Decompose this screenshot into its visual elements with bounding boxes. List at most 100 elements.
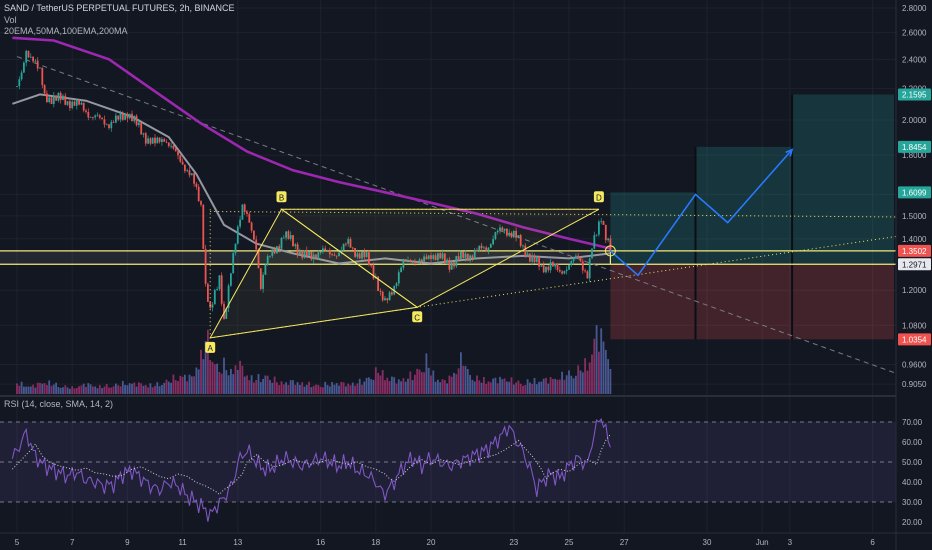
price-tick-label: 2.0000	[902, 116, 927, 125]
volume-bar	[529, 382, 531, 394]
candle-body	[489, 244, 492, 248]
volume-bar	[423, 372, 425, 394]
candle-body	[575, 255, 577, 259]
candle-body	[494, 232, 497, 240]
candle-body	[607, 238, 609, 241]
candle-body	[46, 93, 48, 103]
volume-bar	[517, 380, 520, 394]
candle-body	[450, 262, 453, 270]
volume-bar	[163, 382, 166, 394]
candle-body	[170, 145, 172, 147]
candle-body	[529, 253, 531, 262]
volume-bar	[420, 372, 423, 394]
volume-bar	[197, 369, 200, 394]
candle-body	[264, 264, 267, 275]
rsi-label: RSI (14, close, SMA, 14, 2)	[4, 399, 114, 409]
candle-body	[149, 138, 152, 144]
volume-bar	[361, 384, 363, 394]
volume-bar	[400, 381, 402, 394]
candle-body	[563, 271, 566, 274]
time-tick-label: 23	[509, 538, 518, 547]
pattern-point-c-badge	[412, 311, 423, 323]
candle-body	[331, 254, 333, 256]
candle-body	[216, 289, 218, 290]
candle-body	[29, 56, 32, 58]
candle-body	[167, 142, 170, 146]
volume-bar	[324, 381, 327, 394]
candle-body	[407, 260, 409, 262]
volume-bar	[338, 385, 340, 394]
volume-bar	[469, 374, 471, 394]
volume-bar	[568, 370, 570, 394]
volume-bar	[499, 376, 501, 394]
candle-body	[101, 117, 103, 120]
candle-body	[177, 151, 179, 156]
volume-bar	[285, 382, 287, 394]
volume-bar	[388, 381, 391, 394]
volume-bar	[561, 371, 563, 394]
volume-bar	[149, 383, 152, 394]
volume-bar	[41, 383, 44, 394]
candle-body	[250, 222, 253, 231]
candle-body	[510, 232, 513, 238]
volume-bar	[92, 386, 94, 394]
candle-body	[370, 264, 373, 266]
candle-body	[519, 235, 522, 246]
candle-body	[579, 257, 582, 262]
candle-body	[492, 239, 494, 245]
price-tick-label: 0.9600	[902, 361, 927, 370]
time-tick-label: 18	[371, 538, 380, 547]
volume-bar	[545, 377, 547, 394]
rsi-pane	[0, 417, 896, 522]
volume-bar	[446, 383, 448, 394]
candle-body	[25, 50, 28, 63]
candle-body	[280, 237, 283, 249]
candle-body	[358, 253, 361, 259]
candle-body	[333, 254, 336, 256]
price-tick-label: 1.4000	[902, 235, 927, 244]
candle-body	[462, 251, 465, 258]
candle-body	[115, 115, 117, 123]
volume-bar	[23, 386, 25, 394]
candle-body	[466, 253, 469, 261]
volume-bar	[494, 377, 497, 394]
candle-body	[213, 289, 216, 305]
candle-body	[565, 269, 568, 272]
volume-bar	[473, 381, 476, 394]
candle-body	[232, 253, 235, 274]
volume-bar	[89, 384, 92, 394]
volume-bar	[71, 386, 74, 394]
price-tick-label: 1.5000	[902, 212, 927, 221]
volume-bar	[188, 374, 191, 394]
candle-body	[98, 115, 101, 118]
volume-bar	[59, 387, 62, 394]
candle-body	[126, 113, 129, 119]
projection-line	[609, 149, 793, 277]
candle-body	[140, 122, 143, 135]
candle-body	[296, 244, 299, 256]
time-tick-label: 25	[565, 538, 574, 547]
candle-body	[508, 232, 511, 236]
volume-bar	[246, 375, 248, 394]
volume-bar	[439, 382, 442, 394]
candle-body	[432, 255, 435, 259]
volume-bar	[73, 388, 76, 394]
candle-body	[347, 239, 350, 244]
volume-bar	[80, 385, 83, 394]
candle-body	[131, 113, 133, 122]
volume-bar	[409, 371, 412, 394]
volume-bar	[232, 374, 235, 394]
candle-body	[230, 273, 232, 286]
pattern-triangle-bcd	[279, 208, 600, 308]
volume-bar	[386, 377, 389, 394]
volume-bar	[124, 384, 126, 394]
candle-body	[165, 141, 168, 143]
projection-arrow-head	[785, 148, 794, 157]
volume-bar	[570, 375, 573, 394]
volume-bar	[552, 378, 554, 394]
time-tick-label: 6	[870, 538, 875, 547]
projection-path	[604, 148, 794, 277]
volume-bar	[255, 379, 258, 394]
volume-bar	[593, 338, 596, 394]
